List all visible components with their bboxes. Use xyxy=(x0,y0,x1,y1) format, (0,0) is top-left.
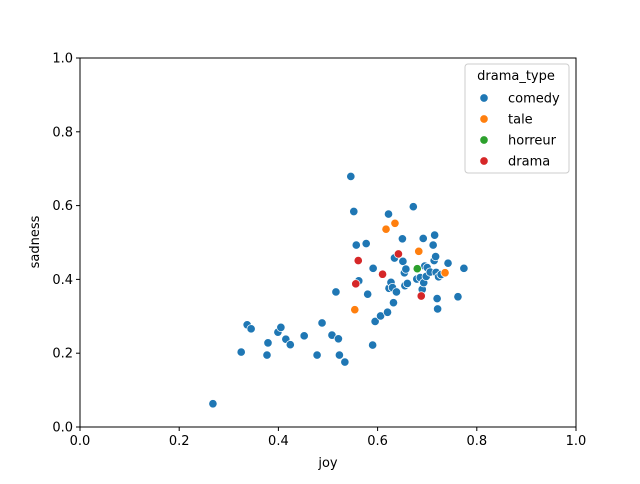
legend-marker-drama xyxy=(479,156,489,166)
x-tick-label: 0.8 xyxy=(466,434,487,449)
data-point-comedy xyxy=(263,338,273,348)
data-point-comedy xyxy=(459,263,469,273)
data-point-comedy xyxy=(340,357,350,367)
data-point-comedy xyxy=(236,347,246,357)
data-point-comedy xyxy=(262,350,272,360)
data-point-comedy xyxy=(430,230,440,240)
data-point-comedy xyxy=(363,289,373,299)
data-point-comedy xyxy=(433,304,443,314)
data-point-comedy xyxy=(408,202,418,212)
data-point-drama xyxy=(353,256,363,266)
x-tick-label: 0.0 xyxy=(70,434,91,449)
y-tick-label: 0.6 xyxy=(52,199,73,214)
data-point-comedy xyxy=(401,264,411,274)
data-point-comedy xyxy=(418,233,428,244)
data-point-comedy xyxy=(276,322,286,332)
y-tick-label: 0.2 xyxy=(52,347,73,362)
legend-label-tale: tale xyxy=(508,113,533,128)
data-point-comedy xyxy=(431,251,441,262)
data-point-comedy xyxy=(443,258,453,268)
data-point-comedy xyxy=(432,294,442,304)
data-point-horreur xyxy=(412,264,422,274)
data-point-comedy xyxy=(285,340,295,350)
y-axis: 0.0 0.2 0.4 0.6 0.8 1.0 xyxy=(52,52,80,436)
data-point-comedy xyxy=(312,350,322,360)
data-point-comedy xyxy=(351,240,361,250)
data-point-tale xyxy=(414,246,424,256)
data-point-comedy xyxy=(453,292,463,302)
data-point-tale xyxy=(350,305,360,315)
legend-label-horreur: horreur xyxy=(508,134,557,149)
x-tick-label: 1.0 xyxy=(566,434,587,449)
data-point-comedy xyxy=(346,171,356,182)
x-tick-label: 0.2 xyxy=(169,434,190,449)
points-layer xyxy=(208,171,469,409)
data-point-comedy xyxy=(368,263,378,273)
y-axis-label: sadness xyxy=(28,215,43,268)
data-point-comedy xyxy=(208,399,218,409)
y-tick-label: 0.8 xyxy=(52,125,73,140)
data-point-comedy xyxy=(317,318,327,328)
legend-title: drama_type xyxy=(477,69,555,84)
legend-marker-tale xyxy=(479,114,489,124)
data-point-comedy xyxy=(349,206,359,217)
legend: drama_type comedy tale horreur drama xyxy=(464,63,570,174)
data-point-comedy xyxy=(334,350,344,360)
x-tick-label: 0.6 xyxy=(367,434,388,449)
data-point-tale xyxy=(381,224,391,234)
data-point-comedy xyxy=(397,234,407,244)
data-point-comedy xyxy=(331,287,341,297)
data-point-comedy xyxy=(398,256,408,266)
legend-marker-horreur xyxy=(479,135,489,145)
data-point-comedy xyxy=(428,240,438,250)
data-point-comedy xyxy=(361,239,371,249)
data-point-tale xyxy=(390,218,400,228)
data-point-comedy xyxy=(402,278,412,289)
data-point-comedy xyxy=(246,324,256,334)
data-point-drama xyxy=(416,291,426,301)
data-point-comedy xyxy=(370,316,380,327)
y-tick-label: 0.4 xyxy=(52,273,73,288)
data-point-comedy xyxy=(388,298,399,308)
data-point-comedy xyxy=(333,334,343,344)
data-point-drama xyxy=(377,269,388,279)
y-tick-label: 0.0 xyxy=(52,421,73,436)
data-point-comedy xyxy=(383,209,394,219)
x-axis-label: joy xyxy=(317,456,338,471)
data-point-comedy xyxy=(368,340,378,350)
data-point-tale xyxy=(440,268,450,278)
legend-label-drama: drama xyxy=(508,155,550,170)
x-tick-label: 0.4 xyxy=(268,434,289,449)
data-point-comedy xyxy=(382,307,393,317)
data-point-drama xyxy=(351,279,361,289)
legend-label-comedy: comedy xyxy=(508,92,560,107)
legend-box xyxy=(464,63,570,174)
x-axis: 0.0 0.2 0.4 0.6 0.8 1.0 xyxy=(70,427,587,449)
data-point-comedy xyxy=(391,287,402,297)
data-point-comedy xyxy=(299,331,309,341)
y-tick-label: 1.0 xyxy=(52,52,73,67)
legend-marker-comedy xyxy=(479,93,489,103)
data-point-drama xyxy=(393,249,404,259)
data-point-comedy xyxy=(376,311,386,321)
